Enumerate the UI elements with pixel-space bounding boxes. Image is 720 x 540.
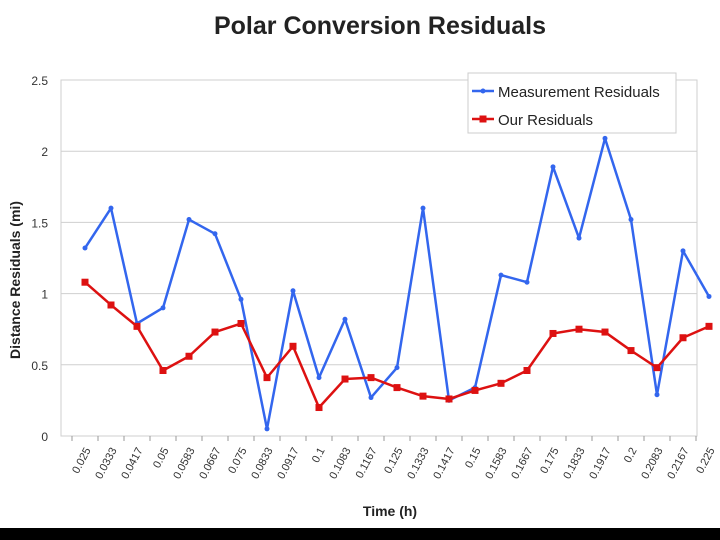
legend-label: Measurement Residuals <box>498 84 660 101</box>
x-tick-label: 0.175 <box>538 446 562 476</box>
y-tick-label: 1.5 <box>31 216 48 230</box>
x-tick-label: 0.0333 <box>93 446 119 481</box>
data-point <box>185 352 193 360</box>
data-point <box>107 301 115 309</box>
x-tick-label: 0.0417 <box>119 446 145 481</box>
data-point <box>627 347 635 355</box>
data-point <box>680 248 686 254</box>
data-point <box>289 342 297 350</box>
x-tick-label: 0.0917 <box>275 446 301 481</box>
data-point <box>549 329 557 337</box>
data-point <box>679 334 687 342</box>
data-point <box>576 235 582 241</box>
x-tick-label: 0.1917 <box>587 446 613 481</box>
data-point <box>238 296 244 302</box>
y-tick-label: 0 <box>41 430 48 444</box>
data-point <box>316 375 322 381</box>
legend-marker <box>479 115 487 123</box>
x-tick-label: 0.075 <box>226 446 250 476</box>
data-point <box>82 245 88 251</box>
x-tick-label: 0.05 <box>151 446 172 471</box>
data-point <box>212 231 218 237</box>
x-tick-label: 0.125 <box>382 446 406 476</box>
data-point <box>133 322 141 330</box>
data-point <box>186 217 192 223</box>
data-point <box>602 135 608 141</box>
data-point <box>419 392 427 400</box>
chart-title: Polar Conversion Residuals <box>213 12 547 40</box>
data-point <box>705 322 713 330</box>
y-tick-label: 1 <box>41 288 48 302</box>
y-tick-label: 2.5 <box>31 74 48 88</box>
data-point <box>264 426 270 432</box>
data-point <box>393 384 401 392</box>
x-tick-label: 0.1083 <box>327 446 353 481</box>
data-point <box>263 374 271 382</box>
legend-label: Our Residuals <box>498 112 593 129</box>
data-point <box>706 293 712 299</box>
x-tick-label: 0.1833 <box>561 446 587 481</box>
x-tick-label: 0.1417 <box>431 446 457 481</box>
data-point <box>628 217 634 223</box>
data-point <box>497 379 505 387</box>
y-axis-label: Distance Residuals (mi) <box>7 201 23 359</box>
data-point <box>575 325 583 333</box>
legend: Measurement Residuals Our Residuals <box>467 72 677 134</box>
x-tick-label: 0.1 <box>310 446 328 465</box>
x-axis-ticks: 0.025 0.0333 0.0417 0.05 0.0583 0.0667 0.075 0.… <box>70 436 718 481</box>
data-point <box>367 374 375 382</box>
x-tick-label: 0.1667 <box>509 446 535 481</box>
data-point <box>550 164 556 170</box>
x-tick-label: 0.0833 <box>249 446 275 481</box>
x-tick-label: 0.1333 <box>405 446 431 481</box>
data-point <box>523 366 531 374</box>
legend-marker <box>480 88 486 94</box>
x-tick-label: 0.225 <box>694 446 718 476</box>
data-point <box>601 328 609 336</box>
x-tick-label: 0.0667 <box>197 446 223 481</box>
x-tick-label: 0.025 <box>70 446 94 476</box>
data-point <box>315 404 323 412</box>
data-point <box>471 386 479 394</box>
data-point <box>653 364 661 372</box>
x-tick-label: 0.2083 <box>639 446 665 481</box>
x-tick-label: 0.1583 <box>483 446 509 481</box>
data-point <box>341 375 349 383</box>
data-point <box>654 392 660 398</box>
data-point <box>445 395 453 403</box>
x-tick-label: 0.0583 <box>171 446 197 481</box>
x-tick-label: 0.2 <box>622 446 640 465</box>
data-point <box>290 288 296 294</box>
data-point <box>211 328 219 336</box>
data-point <box>524 279 530 285</box>
y-tick-label: 2 <box>41 145 48 159</box>
data-point <box>237 320 245 328</box>
y-axis-ticks: 0 0.5 1 1.5 2 2.5 <box>31 74 48 444</box>
data-point <box>342 316 348 322</box>
data-point <box>159 366 167 374</box>
data-point <box>368 395 374 401</box>
data-point <box>108 205 114 211</box>
data-point <box>81 278 89 286</box>
data-point <box>160 305 166 311</box>
legend-box <box>467 72 677 134</box>
x-tick-label: 0.15 <box>463 446 484 471</box>
data-point <box>394 365 400 371</box>
series-layer <box>81 135 713 432</box>
data-point <box>498 272 504 278</box>
data-point <box>420 205 426 211</box>
x-axis-label: Time (h) <box>363 503 417 519</box>
x-tick-label: 0.2167 <box>665 446 691 481</box>
x-tick-label: 0.1167 <box>354 446 380 481</box>
y-tick-label: 0.5 <box>31 359 48 373</box>
bottom-bar <box>0 528 720 540</box>
